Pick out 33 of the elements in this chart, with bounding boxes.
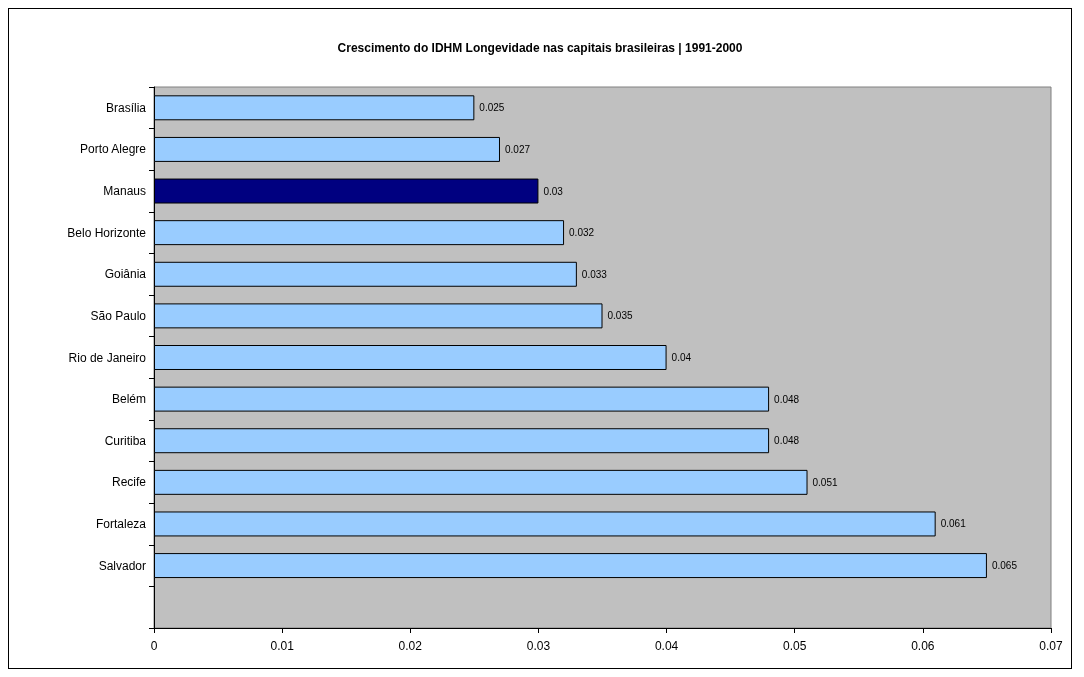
- data-label: 0.025: [479, 102, 505, 114]
- y-tick-label: Curitiba: [104, 433, 147, 448]
- data-label: 0.065: [991, 560, 1018, 572]
- y-tick-label: Porto Alegre: [79, 142, 147, 157]
- x-tick-label: 0.02: [398, 639, 423, 653]
- data-label: 0.03: [543, 185, 564, 197]
- x-tick-label: 0.04: [654, 639, 679, 653]
- data-label: 0.027: [504, 143, 531, 155]
- data-label: 0.061: [940, 518, 967, 530]
- data-label: 0.033: [581, 268, 608, 280]
- data-label: 0.048: [774, 435, 800, 447]
- y-tick-label: Belém: [111, 392, 146, 407]
- y-tick-label: Belo Horizonte: [67, 225, 147, 240]
- y-tick-label: Rio de Janeiro: [68, 350, 147, 365]
- x-tick-label: 0.01: [270, 639, 295, 653]
- data-label: 0.032: [569, 227, 595, 239]
- x-tick-label: 0.07: [1039, 639, 1063, 653]
- data-label: 0.04: [671, 352, 692, 363]
- chart-title: Crescimento do IDHM Longevidade nas capitais brasileiras | 1991-2000: [337, 41, 743, 55]
- y-tick-label: Fortaleza: [95, 516, 147, 531]
- y-tick-label: São Paulo: [90, 308, 147, 323]
- y-tick-label: Salvador: [98, 558, 146, 573]
- y-tick-label: Recife: [111, 475, 147, 490]
- x-tick-label: 0.06: [911, 639, 935, 653]
- y-tick-label: Brasília: [105, 100, 147, 115]
- data-label: 0.048: [774, 393, 800, 405]
- x-tick-label: 0.05: [783, 639, 807, 653]
- data-label: 0.051: [812, 476, 838, 488]
- y-tick-label: Manaus: [103, 184, 146, 199]
- x-tick-label: 0: [150, 639, 158, 653]
- y-tick-label: Goiânia: [104, 267, 147, 282]
- x-tick-label: 0.03: [526, 639, 551, 653]
- data-label: 0.035: [607, 310, 633, 322]
